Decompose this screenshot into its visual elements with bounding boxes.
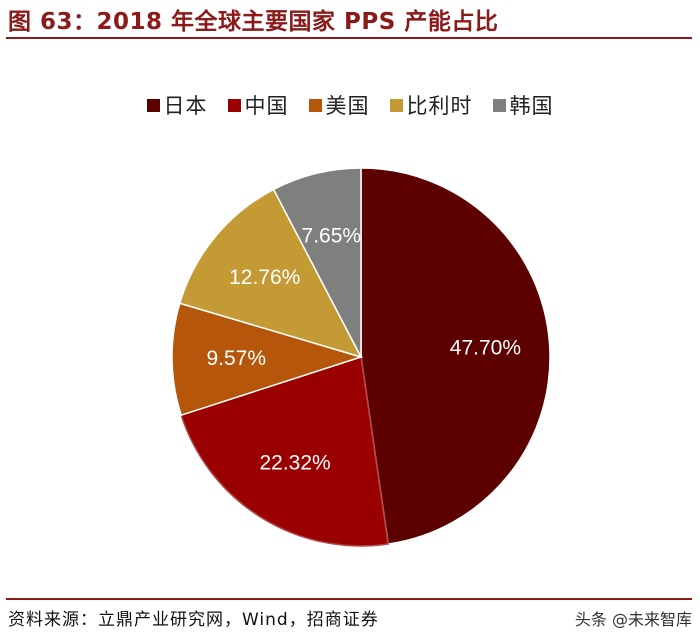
source-divider xyxy=(6,598,692,600)
legend-swatch-korea xyxy=(492,98,506,112)
figure-title: 图 63：2018 年全球主要国家 PPS 产能占比 xyxy=(8,9,499,35)
legend-label-usa: 美国 xyxy=(325,94,370,118)
pie-label-korea: 7.65% xyxy=(302,224,362,247)
legend-swatch-japan xyxy=(146,98,160,112)
pie-slice-korea xyxy=(272,167,362,358)
legend-label-belgium: 比利时 xyxy=(406,94,473,118)
legend-item-korea: 韩国 xyxy=(492,90,554,120)
pie-slice-belgium xyxy=(178,188,363,359)
legend-label-korea: 韩国 xyxy=(509,94,554,118)
legend-item-china: 中国 xyxy=(227,90,289,120)
legend-item-usa: 美国 xyxy=(308,90,370,120)
legend-swatch-china xyxy=(227,98,241,112)
pie-label-japan: 47.70% xyxy=(450,336,521,359)
pie-slice-china xyxy=(180,356,390,547)
legend-item-belgium: 比利时 xyxy=(389,90,473,120)
chart-legend: 日本 中国 美国 比利时 韩国 xyxy=(0,90,700,120)
pie-label-china: 22.32% xyxy=(259,451,330,474)
legend-swatch-belgium xyxy=(389,98,403,112)
pie-slice-japan xyxy=(360,167,551,545)
pie-label-usa: 9.57% xyxy=(206,347,266,370)
title-divider xyxy=(6,37,692,39)
source-note: 资料来源：立鼎产业研究网，Wind，招商证券 xyxy=(8,610,379,630)
legend-item-japan: 日本 xyxy=(146,90,208,120)
legend-label-japan: 日本 xyxy=(163,94,208,118)
legend-label-china: 中国 xyxy=(244,94,289,118)
pie-slice-usa xyxy=(171,302,364,417)
watermark: 头条 @未来智库 xyxy=(574,610,692,629)
pie-label-belgium: 12.76% xyxy=(229,266,300,289)
legend-swatch-usa xyxy=(308,98,322,112)
